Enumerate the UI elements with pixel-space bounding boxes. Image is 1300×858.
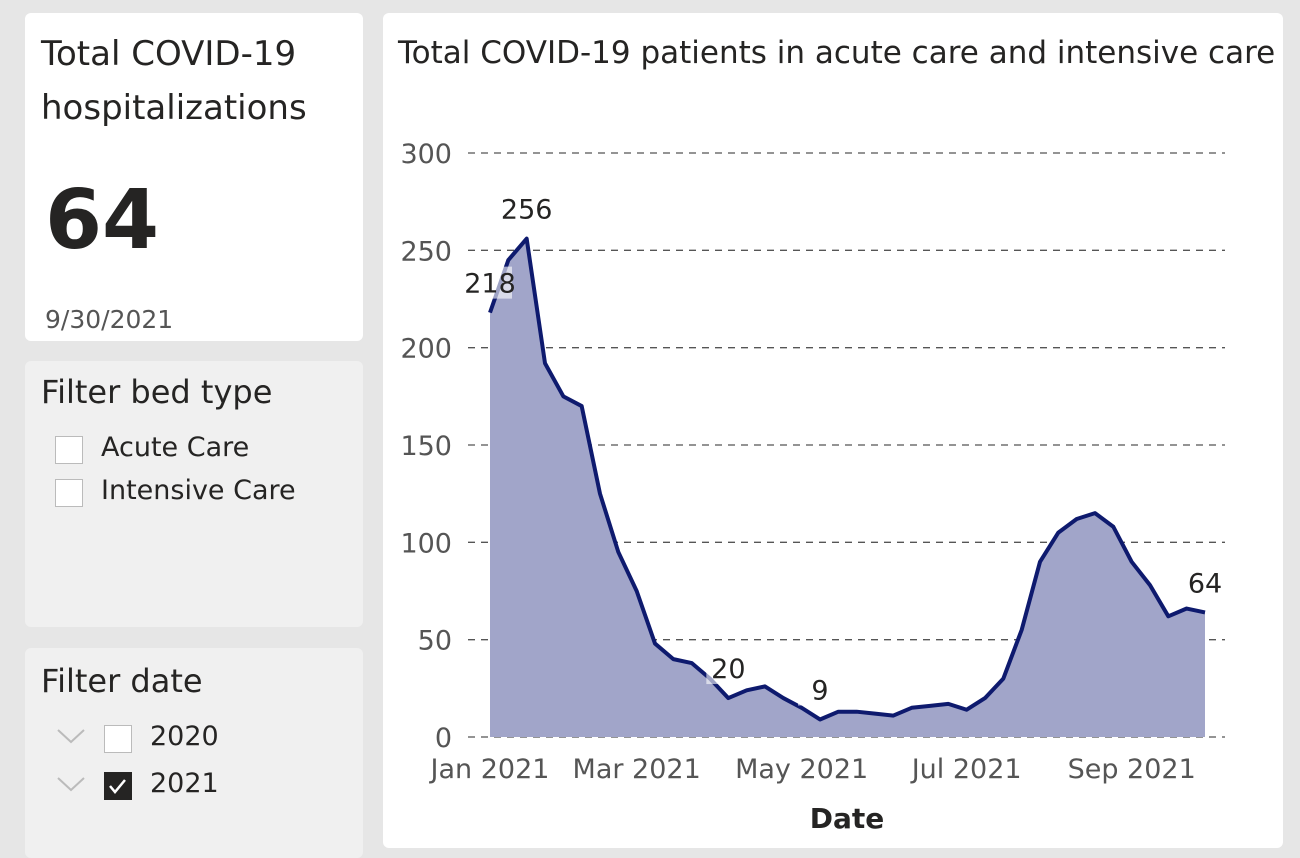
- kpi-date: 9/30/2021: [45, 305, 174, 334]
- date-filter: Filter date 2020 2021: [25, 648, 363, 858]
- option-label[interactable]: 2021: [150, 768, 219, 799]
- kpi-card: Total COVID-19 hospitalizations 64 9/30/…: [25, 13, 363, 341]
- chevrons[interactable]: [55, 726, 91, 796]
- option-label[interactable]: 2020: [150, 721, 219, 752]
- kpi-value: 64: [45, 173, 160, 268]
- bed-type-filter: Filter bed type Acute Care Intensive Care: [25, 361, 363, 627]
- chart-card: Total COVID-19 patients in acute care an…: [383, 13, 1283, 848]
- checkbox[interactable]: [104, 725, 132, 753]
- filter-title: Filter bed type: [41, 373, 273, 411]
- option-label[interactable]: Acute Care: [101, 432, 250, 463]
- option-label[interactable]: Intensive Care: [101, 475, 296, 506]
- checkbox[interactable]: [55, 436, 83, 464]
- check-mark: [109, 779, 126, 794]
- filter-title: Filter date: [41, 662, 203, 700]
- kpi-title: Total COVID-19 hospitalizations: [41, 34, 307, 128]
- checkbox[interactable]: [104, 772, 132, 800]
- chart-title: Total COVID-19 patients in acute care an…: [398, 35, 1276, 71]
- checkbox[interactable]: [55, 479, 83, 507]
